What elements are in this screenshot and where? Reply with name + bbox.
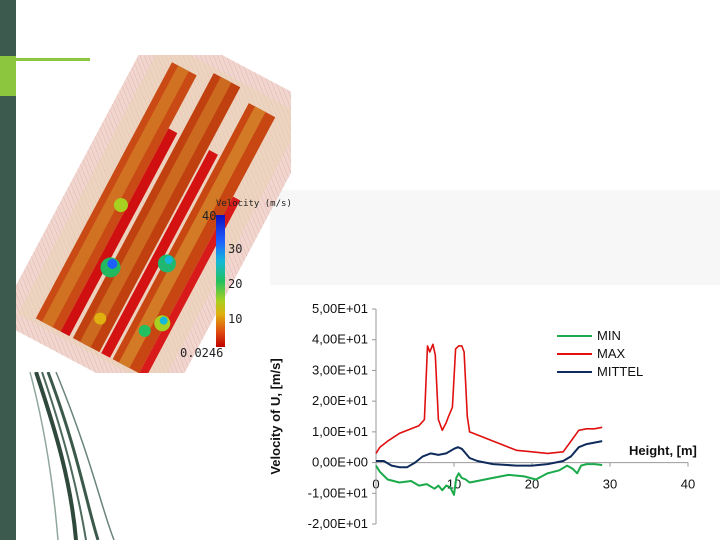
y-tick-label: 5,00E+01 <box>312 301 368 316</box>
legend-label-max: MAX <box>597 346 626 361</box>
y-tick-label: -2,00E+01 <box>308 516 368 531</box>
colorbar-title: Velocity (m/s) <box>216 199 291 209</box>
simulation-body <box>16 55 291 373</box>
decorative-swoosh <box>29 372 115 540</box>
y-tick-label: 0,00E+00 <box>312 455 368 470</box>
y-axis-title: Velocity of U, [m/s] <box>268 358 283 474</box>
x-tick-label: 40 <box>681 477 695 492</box>
y-tick-label: 1,00E+01 <box>312 424 368 439</box>
series-line-mittel <box>376 440 603 469</box>
colorbar-tick-30: 30 <box>228 242 242 256</box>
y-tick-label: 2,00E+01 <box>312 393 368 408</box>
legend-label-mittel: MITTEL <box>597 364 643 379</box>
green-accent-square <box>0 56 16 96</box>
y-tick-label: 3,00E+01 <box>312 362 368 377</box>
x-axis-title: Height, [m] <box>629 443 697 458</box>
green-accent-line <box>16 58 90 61</box>
velocity-simulation-image: Velocity (m/s) 40 30 20 10 0.0246 <box>16 55 291 373</box>
velocity-line-chart: 5,00E+01 4,00E+01 3,00E+01 2,00E+01 1,00E+01… <box>268 301 697 531</box>
series-line-min <box>375 463 603 496</box>
legend-label-min: MIN <box>597 328 621 343</box>
x-tick-label: 30 <box>603 477 617 492</box>
y-tick-label: -1,00E+01 <box>308 485 368 500</box>
left-accent-bar <box>0 0 16 540</box>
colorbar-min-label: 0.0246 <box>180 346 223 360</box>
y-tick-label: 4,00E+01 <box>312 332 368 347</box>
colorbar-tick-10: 10 <box>228 312 242 326</box>
colorbar <box>216 215 225 347</box>
background-panel <box>270 190 720 285</box>
series-line-max <box>375 343 603 455</box>
colorbar-tick-20: 20 <box>228 277 242 291</box>
colorbar-tick-40: 40 <box>202 209 216 223</box>
legend: MIN MAX MITTEL <box>557 328 643 379</box>
